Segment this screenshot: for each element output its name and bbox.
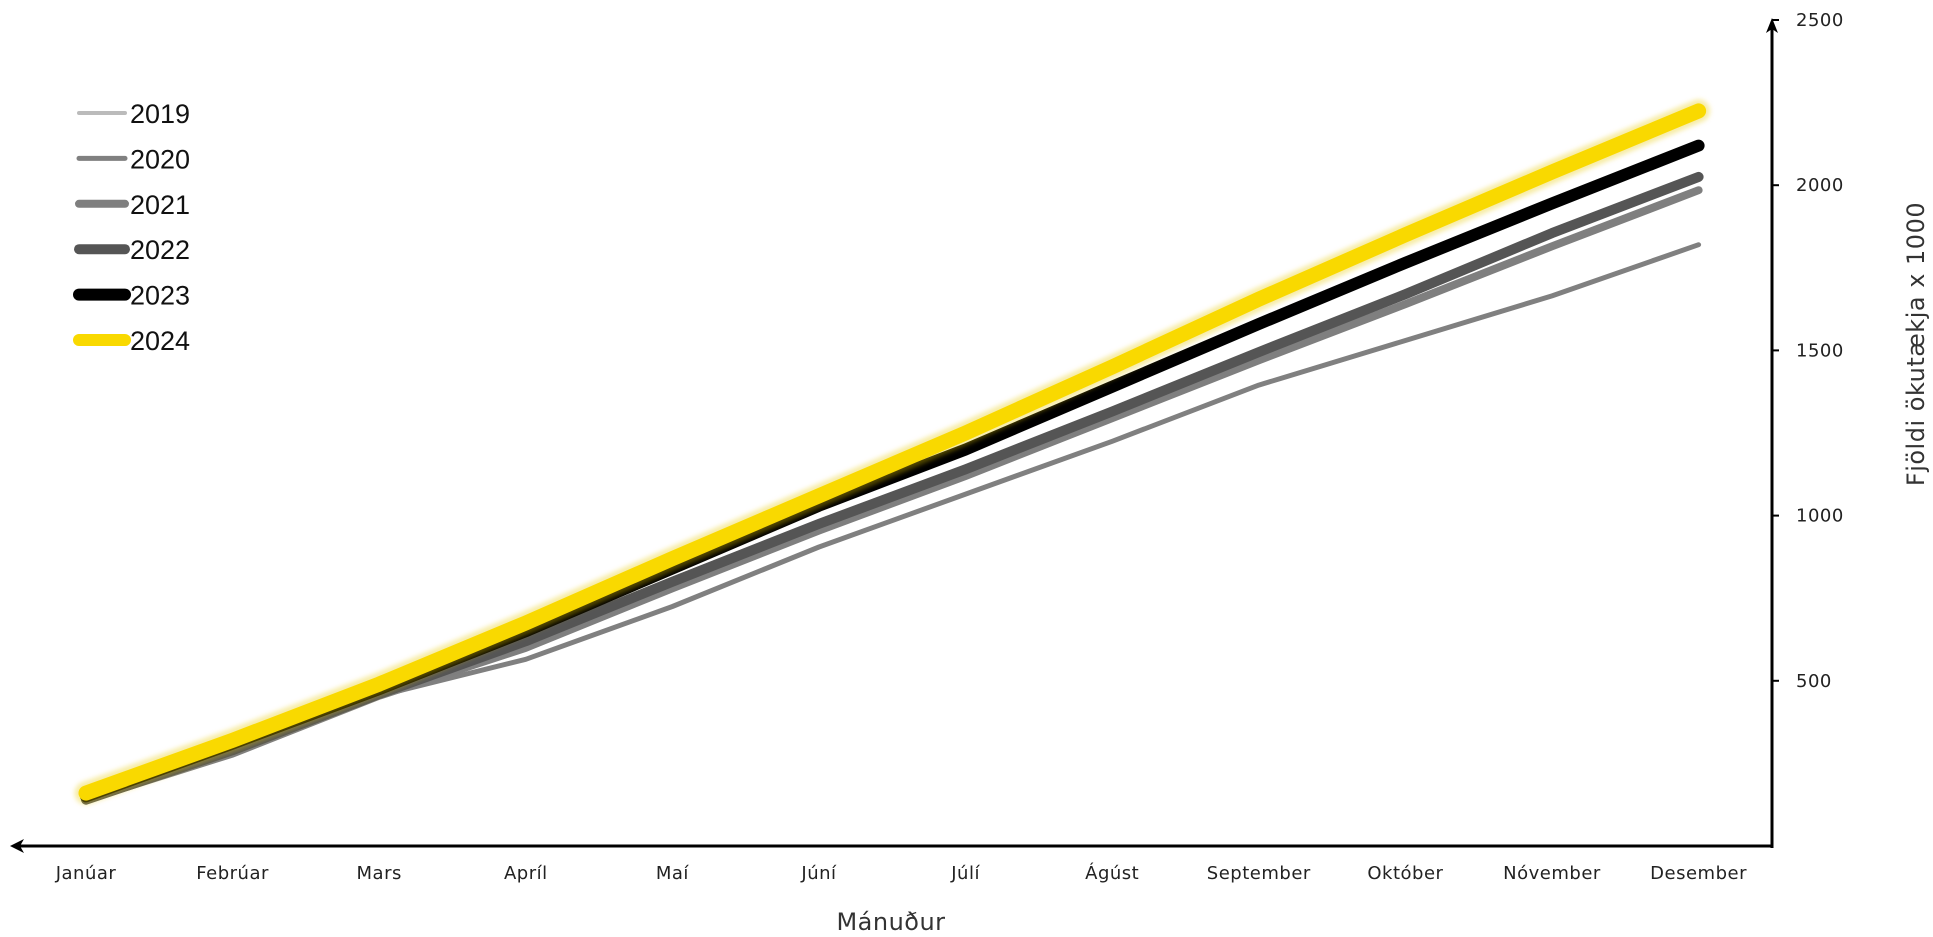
y-axis-title: Fjöldi ökutækja x 1000 bbox=[1902, 202, 1930, 486]
y-axis bbox=[1766, 18, 1778, 848]
y-tick-label: 2000 bbox=[1796, 175, 1844, 196]
x-tick-label: Júní bbox=[800, 863, 837, 884]
x-tick-label: Janúar bbox=[55, 863, 117, 884]
y-tick-label: 500 bbox=[1796, 671, 1832, 692]
x-tick-labels: Janúar Febrúar Mars Apríl Maí Júní Júlí Ágúst Se… bbox=[55, 862, 1747, 884]
x-tick-label: Október bbox=[1367, 863, 1443, 884]
x-tick-label: September bbox=[1207, 863, 1311, 884]
y-tick-label: 2500 bbox=[1796, 10, 1844, 31]
series-layer bbox=[74, 99, 1711, 805]
y-tick-labels: 500 1000 1500 2000 2500 bbox=[1772, 10, 1844, 692]
x-tick-label: Nóvember bbox=[1503, 863, 1601, 884]
x-tick-label: Júlí bbox=[950, 863, 980, 884]
x-tick-label: Mars bbox=[357, 863, 402, 884]
x-tick-label: Apríl bbox=[504, 863, 548, 884]
legend-label-2024: 2024 bbox=[130, 326, 190, 356]
x-axis bbox=[10, 839, 1772, 853]
legend: 2019 2020 2021 2022 2023 2024 bbox=[73, 99, 190, 356]
legend-label-2022: 2022 bbox=[130, 235, 190, 265]
x-axis-title: Mánuður bbox=[836, 908, 945, 936]
x-tick-label: Maí bbox=[656, 863, 690, 884]
x-axis-arrow-icon bbox=[10, 839, 24, 853]
y-axis-arrow-icon bbox=[1766, 18, 1778, 33]
y-tick-label: 1500 bbox=[1796, 340, 1844, 361]
x-tick-label: Ágúst bbox=[1085, 862, 1139, 884]
legend-label-2020: 2020 bbox=[130, 144, 190, 174]
x-tick-label: Febrúar bbox=[196, 863, 269, 884]
legend-label-2019: 2019 bbox=[130, 99, 190, 129]
legend-label-2021: 2021 bbox=[130, 190, 190, 220]
legend-label-2023: 2023 bbox=[130, 281, 190, 311]
series-2024-line bbox=[78, 103, 1707, 801]
x-tick-label: Desember bbox=[1650, 863, 1747, 884]
y-tick-label: 1000 bbox=[1796, 506, 1844, 527]
